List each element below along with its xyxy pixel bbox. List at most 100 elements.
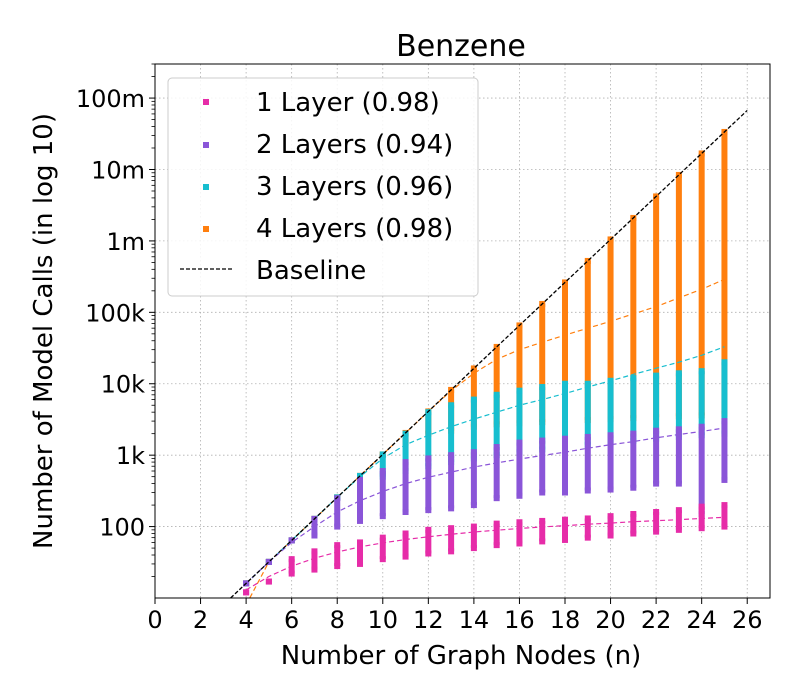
- data-point-max: [539, 517, 546, 524]
- data-point-min: [516, 540, 523, 547]
- data-range-bar: [698, 371, 705, 436]
- y-axis-title: Number of Model Calls (in log 10): [29, 113, 59, 549]
- data-point-min: [721, 523, 728, 530]
- data-range-bar: [470, 452, 477, 506]
- data-range-bar: [448, 455, 455, 509]
- x-tick-label: 10: [368, 606, 399, 634]
- data-point-max: [448, 452, 455, 459]
- data-range-bar: [425, 458, 432, 511]
- data-point-max: [584, 515, 591, 522]
- data-point-max: [516, 439, 523, 446]
- data-range-bar: [539, 440, 546, 493]
- data-point-max: [562, 435, 568, 442]
- plot-frame: [154, 63, 771, 599]
- data-point-max: [493, 343, 500, 350]
- data-range-bar: [402, 462, 409, 513]
- x-axis-title: Number of Graph Nodes (n): [281, 641, 641, 671]
- data-range-bar: [379, 471, 386, 517]
- data-point-max: [425, 526, 432, 533]
- data-point-max: [721, 502, 728, 509]
- data-point-max: [516, 387, 523, 394]
- data-range-bar: [607, 239, 614, 420]
- data-range-bar: [584, 383, 591, 445]
- data-point-min: [402, 553, 409, 560]
- chart-title: Benzene: [396, 29, 526, 64]
- data-point-min: [357, 517, 363, 524]
- x-tick-label: 2: [193, 606, 208, 634]
- x-tick-label: 18: [550, 606, 581, 634]
- data-point-max: [630, 430, 637, 437]
- legend-box: [167, 77, 479, 297]
- data-point-max: [288, 556, 295, 563]
- data-point-min: [379, 556, 386, 563]
- data-point-min: [334, 563, 341, 570]
- data-range-bar: [516, 442, 523, 496]
- data-range-bar: [493, 346, 500, 425]
- data-range-bar: [539, 520, 546, 542]
- data-point-min: [562, 489, 568, 496]
- data-range-bar: [425, 529, 432, 554]
- data-point-min: [288, 570, 295, 577]
- data-point-max: [402, 459, 409, 466]
- data-point-max: [630, 511, 637, 518]
- data-point-max: [470, 365, 477, 372]
- x-tick-label: 24: [686, 606, 717, 634]
- data-point-max: [470, 523, 477, 530]
- data-point-max: [357, 476, 363, 483]
- data-point-min: [425, 507, 432, 514]
- legend[interactable]: 1 Layer (0.98) 2 Layers (0.94) 3 Layers …: [167, 77, 479, 297]
- data-range-bar: [698, 153, 705, 416]
- legend-label-4-layers: 4 Layers (0.98): [256, 214, 453, 244]
- data-range-bar: [516, 325, 523, 424]
- data-range-bar: [334, 545, 341, 567]
- trend-line: [249, 278, 725, 598]
- legend-marker-2-layers: [203, 142, 209, 148]
- data-point-max: [721, 359, 728, 366]
- data-point-max: [698, 150, 705, 157]
- data-point-max: [493, 444, 500, 451]
- data-range-bar: [721, 362, 728, 434]
- data-point-max: [402, 530, 409, 537]
- data-point-max: [379, 534, 386, 541]
- data-range-bar: [493, 447, 500, 499]
- data-point-min: [539, 538, 546, 545]
- data-point-max: [334, 542, 341, 549]
- data-point-max: [721, 418, 728, 425]
- data-point-max: [630, 375, 637, 382]
- data-range-bar: [516, 390, 523, 453]
- data-range-bar: [607, 435, 614, 490]
- legend-marker-3-layers: [203, 184, 209, 190]
- data-point-min: [334, 523, 341, 530]
- data-point-min: [311, 532, 318, 539]
- data-point-min: [675, 480, 682, 487]
- data-point-min: [265, 558, 272, 565]
- x-tick-label: 4: [238, 606, 253, 634]
- trend-line: [245, 346, 725, 584]
- legend-label-2-layers: 2 Layers (0.94): [256, 130, 453, 160]
- data-range-bar: [402, 533, 409, 557]
- x-tick-label: 8: [330, 606, 345, 634]
- x-tick-label: 12: [413, 606, 444, 634]
- data-range-bar: [562, 519, 568, 540]
- data-point-max: [562, 516, 568, 523]
- data-range-bar: [721, 421, 728, 480]
- data-point-max: [448, 402, 455, 409]
- data-layer: [230, 109, 748, 598]
- data-range-bar: [448, 405, 455, 463]
- data-point-max: [379, 468, 386, 475]
- data-point-max: [448, 525, 455, 532]
- data-range-bar: [493, 394, 500, 456]
- data-point-max: [675, 171, 682, 178]
- data-range-bar: [379, 454, 386, 477]
- data-point-max: [493, 520, 500, 527]
- data-point-min: [630, 484, 637, 491]
- data-point-max: [584, 380, 591, 387]
- data-point-min: [357, 560, 363, 567]
- data-point-min: [265, 578, 272, 585]
- data-range-bar: [539, 303, 546, 423]
- data-point-min: [721, 476, 728, 483]
- y-tick-label: 100: [99, 514, 145, 542]
- y-tick-label: 100k: [85, 299, 145, 327]
- x-tick-label: 6: [284, 606, 299, 634]
